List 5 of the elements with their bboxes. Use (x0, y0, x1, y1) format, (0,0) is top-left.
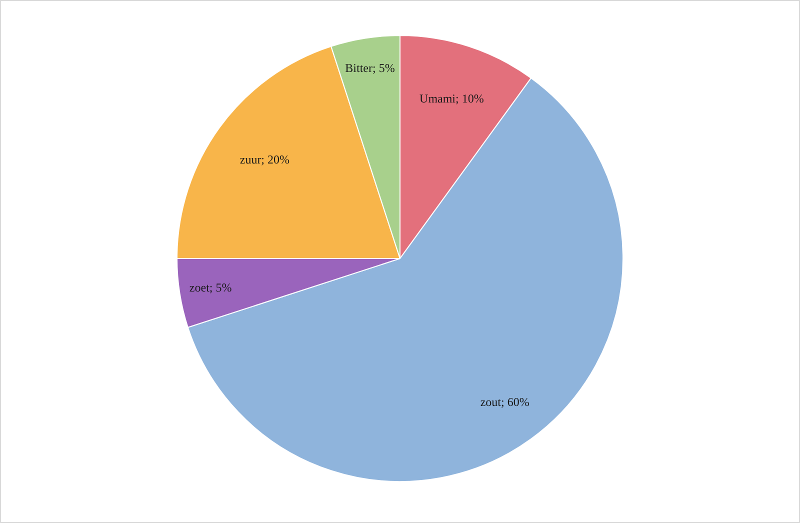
slice-label: zuur; 20% (240, 152, 290, 166)
slice-label: zoet; 5% (189, 280, 232, 295)
slice-label: Umami; 10% (420, 92, 484, 106)
slice-label: zout; 60% (480, 394, 530, 409)
slice-label: Bitter; 5% (345, 61, 395, 76)
